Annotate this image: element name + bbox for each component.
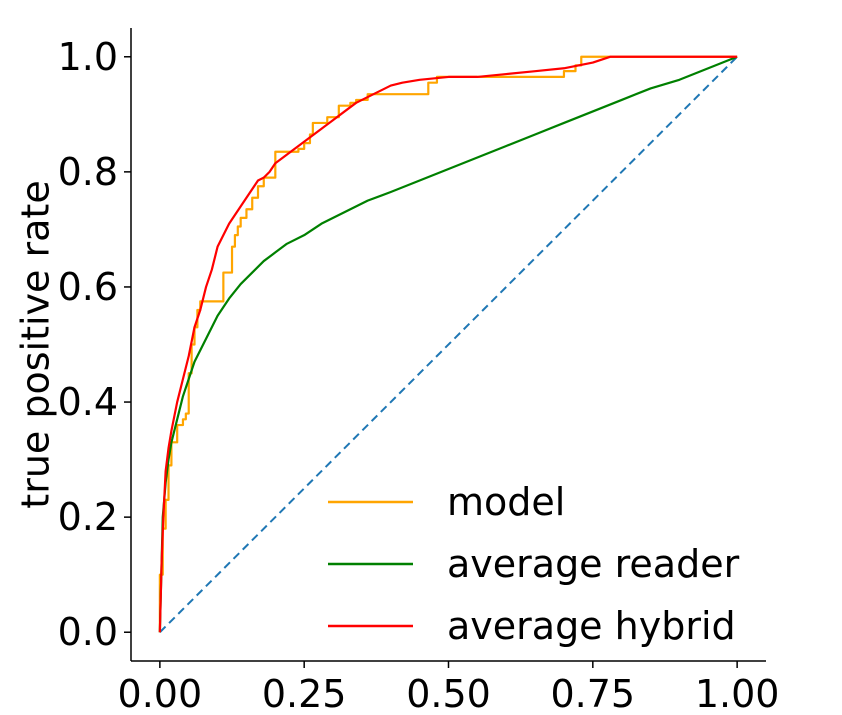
y-tick-label: 0.6 [58, 265, 118, 309]
legend: model average reader average hybrid [328, 480, 740, 648]
y-tick-label: 0.8 [58, 150, 118, 194]
y-tick-label: 0.2 [58, 495, 118, 539]
axes: 0.00 0.25 0.50 0.75 1.00 0.00.20.40.60.81.0 … [14, 28, 780, 715]
series-line-average-reader [158, 55, 738, 633]
y-tick-label: 0.4 [58, 380, 118, 424]
y-axis-title: true positive rate [14, 180, 58, 508]
x-tick-label: 0.25 [262, 672, 347, 715]
x-tick-label: 0.50 [406, 672, 491, 715]
y-tick-label: 0.0 [58, 610, 118, 654]
series-line-average-hybrid [158, 55, 738, 633]
x-tick-label: 0.00 [118, 672, 203, 715]
plot-area [158, 55, 738, 633]
chance-diagonal-line [159, 56, 738, 633]
x-tick-label: 0.75 [551, 672, 636, 715]
y-tick-label: 1.0 [58, 35, 118, 79]
x-axis-ticks: 0.00 0.25 0.50 0.75 1.00 [118, 661, 780, 715]
series-line-model [158, 55, 738, 633]
legend-label-average-reader: average reader [447, 542, 740, 586]
y-axis-ticks: 0.0 0.2 0.4 0.6 0.8 1.0 [58, 35, 131, 654]
x-tick-label: 1.00 [695, 672, 780, 715]
legend-label-model: model [447, 480, 565, 524]
legend-label-average-hybrid: average hybrid [447, 604, 736, 648]
